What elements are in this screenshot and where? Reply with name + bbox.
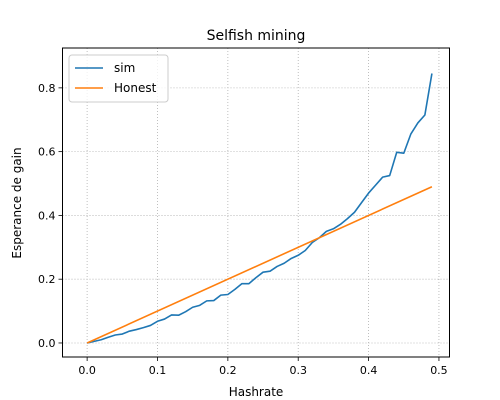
- chart-title: Selfish mining: [207, 28, 306, 44]
- x-tick-label: 0.2: [219, 364, 237, 377]
- y-tick-label: 0.2: [38, 273, 56, 286]
- legend-label-sim: sim: [114, 61, 135, 75]
- series-line-honest: [86, 185, 433, 344]
- y-axis-ticks: 0.0 0.2 0.4 0.6 0.8: [38, 82, 63, 350]
- y-tick-label: 0.0: [38, 337, 56, 350]
- x-tick-label: 0.5: [430, 364, 448, 377]
- legend: sim Honest: [68, 54, 169, 103]
- y-tick-label: 0.4: [38, 209, 56, 222]
- x-tick-label: 0.1: [149, 364, 167, 377]
- x-tick-label: 0.4: [360, 364, 378, 377]
- x-axis-ticks: 0.0 0.1 0.2 0.3 0.4 0.5: [78, 357, 448, 377]
- y-tick-label: 0.6: [38, 146, 56, 159]
- plot-frame: [62, 47, 450, 358]
- legend-label-honest: Honest: [114, 81, 157, 95]
- x-tick-label: 0.3: [289, 364, 307, 377]
- series-group: [86, 73, 433, 344]
- x-tick-label: 0.0: [78, 364, 96, 377]
- series-line-sim: [86, 73, 433, 344]
- legend-box: [68, 54, 169, 103]
- x-axis-label: Hashrate: [229, 385, 284, 399]
- y-axis-label: Esperance de gain: [10, 147, 24, 258]
- y-tick-label: 0.8: [38, 82, 56, 95]
